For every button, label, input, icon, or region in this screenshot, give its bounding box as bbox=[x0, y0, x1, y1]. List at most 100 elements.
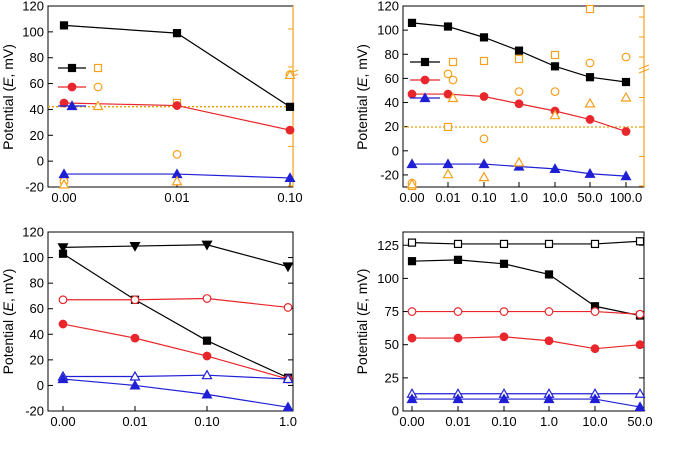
y-label-italic: E bbox=[354, 301, 370, 311]
alpha-point bbox=[549, 109, 561, 120]
solid-point bbox=[202, 336, 212, 345]
data-point bbox=[284, 172, 296, 183]
legend-alpha-marker bbox=[93, 82, 103, 92]
y-tick-label: 120 bbox=[22, 0, 44, 14]
legend-alpha-marker bbox=[448, 57, 458, 67]
open-point bbox=[202, 294, 212, 303]
y-tick-label: 40 bbox=[30, 102, 44, 117]
solid-point bbox=[544, 336, 554, 346]
data-point bbox=[514, 46, 524, 55]
panel-d: 0 25 50 75 100 125 0.00 0.01 0.10 1.0 10.0 50.0 Pote… bbox=[354, 231, 653, 429]
y-tick-label: -20 bbox=[25, 404, 44, 419]
data-point bbox=[621, 77, 631, 87]
alpha-point bbox=[621, 52, 631, 62]
series-line-with-mgso4 bbox=[62, 244, 289, 268]
y-tick-label: -20 bbox=[25, 180, 44, 195]
y-tick-label: 100 bbox=[377, 271, 399, 286]
y-label-text: , mV) bbox=[0, 269, 16, 302]
y-tick-label: 60 bbox=[385, 71, 399, 86]
legend-marker bbox=[67, 82, 77, 92]
solid-point bbox=[499, 332, 509, 342]
y-tick-label: -20 bbox=[380, 167, 399, 182]
y-tick-label: 60 bbox=[30, 76, 44, 91]
y-tick-label: 0 bbox=[37, 378, 44, 393]
alpha-point bbox=[514, 54, 524, 64]
open-point bbox=[130, 295, 140, 305]
x-tick-label: 50.0 bbox=[627, 414, 652, 429]
y-label-text: , mV) bbox=[354, 269, 370, 302]
data-point bbox=[285, 125, 295, 135]
plot-frame bbox=[47, 231, 294, 412]
data-point bbox=[585, 73, 595, 82]
y-tick-label: 80 bbox=[30, 276, 44, 291]
open-point bbox=[453, 239, 463, 249]
solid-point bbox=[498, 393, 510, 404]
solid-point bbox=[202, 351, 212, 361]
x-tick-label: 0.00 bbox=[399, 190, 424, 205]
data-point bbox=[59, 98, 69, 108]
y-tick-label: 20 bbox=[30, 128, 44, 143]
series-line-without-mgso4 bbox=[412, 398, 641, 408]
data-point bbox=[285, 102, 295, 111]
alpha-point bbox=[172, 149, 182, 159]
solid-point bbox=[129, 379, 141, 390]
y-tick-label: 0 bbox=[37, 154, 44, 169]
y-tick-label: 100 bbox=[377, 23, 399, 38]
solid-point bbox=[590, 344, 600, 354]
legend-marker bbox=[67, 63, 77, 73]
open-point bbox=[283, 303, 293, 312]
open-point bbox=[634, 388, 646, 398]
data-point bbox=[478, 158, 490, 169]
y-label-text: , mV) bbox=[354, 44, 370, 77]
y-axis-label: Potential (E, mV) bbox=[0, 44, 16, 150]
x-tick-label: 0.10 bbox=[194, 414, 219, 429]
solid-point bbox=[407, 333, 417, 343]
series-line-without-mgso4 bbox=[62, 253, 289, 379]
data-point bbox=[443, 22, 453, 31]
alpha-point bbox=[479, 134, 489, 144]
legend-marker bbox=[420, 75, 430, 85]
open-point bbox=[129, 241, 141, 252]
x-tick-label: 0.01 bbox=[164, 190, 189, 205]
alpha-point bbox=[550, 87, 560, 96]
solid-point bbox=[589, 393, 601, 404]
y-tick-label: 80 bbox=[30, 50, 44, 65]
data-point bbox=[407, 18, 417, 27]
y-tick-label: 100 bbox=[22, 24, 44, 39]
solid-point bbox=[406, 393, 418, 404]
legend-marker bbox=[419, 92, 431, 103]
data-point bbox=[514, 99, 524, 109]
open-point bbox=[282, 373, 294, 384]
y-tick-label: 60 bbox=[30, 301, 44, 316]
data-point bbox=[585, 115, 595, 124]
y-tick-label: 80 bbox=[385, 47, 399, 62]
x-tick-label: 0.00 bbox=[50, 414, 75, 429]
solid-point bbox=[58, 319, 68, 329]
alpha-point bbox=[406, 178, 418, 189]
series-line-with-mgso4 bbox=[63, 374, 289, 380]
series-line-without-mgso4 bbox=[62, 378, 289, 408]
solid-point bbox=[634, 401, 646, 412]
panel-a: -20 0 20 40 60 80 100 120 0.00 0.01 0.10 Potential … bbox=[0, 0, 303, 205]
plot-frame bbox=[402, 5, 645, 188]
solid-point bbox=[58, 249, 68, 258]
series-line-with-mgso4 bbox=[411, 240, 641, 245]
legend-alpha-marker bbox=[448, 75, 458, 85]
legend-alpha-marker bbox=[92, 100, 104, 111]
series-0 bbox=[407, 237, 645, 320]
data-point bbox=[549, 163, 561, 173]
series-2 bbox=[58, 69, 296, 189]
x-tick-label: 10.0 bbox=[542, 190, 567, 205]
solid-point bbox=[499, 259, 509, 268]
solid-point bbox=[130, 333, 140, 343]
series-0 bbox=[407, 4, 631, 191]
y-tick-label: 0 bbox=[392, 143, 399, 158]
alpha-point bbox=[514, 87, 524, 96]
data-point bbox=[621, 127, 631, 136]
data-point bbox=[406, 158, 418, 169]
plot-frame bbox=[402, 231, 645, 412]
axis-break bbox=[638, 68, 650, 74]
solid-point bbox=[544, 270, 554, 279]
x-tick-label: 1.0 bbox=[540, 414, 558, 429]
data-point bbox=[550, 62, 560, 71]
